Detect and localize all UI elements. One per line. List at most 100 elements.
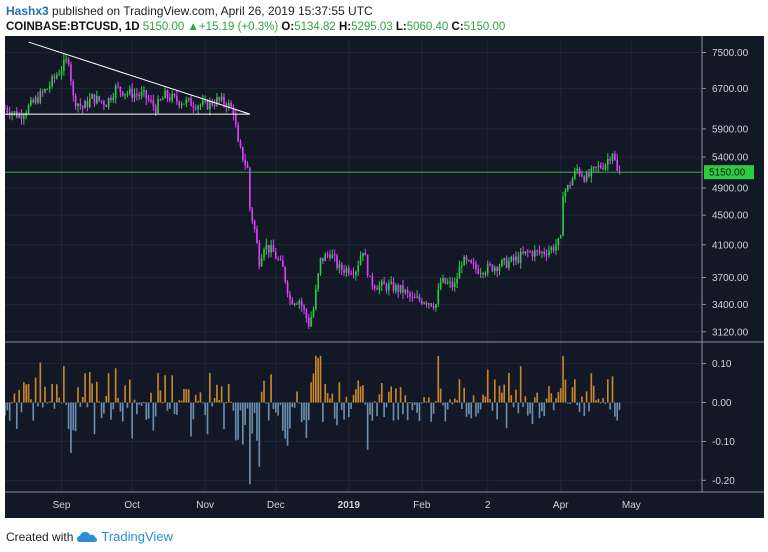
hist-bar-negative [385, 402, 388, 408]
candle-up [107, 97, 110, 108]
candle-down [616, 159, 619, 171]
candle-up [508, 261, 510, 268]
hist-bar-positive [463, 387, 465, 403]
hist-bar-negative [70, 402, 72, 454]
hist-bar-negative [267, 402, 270, 421]
candle-up [48, 85, 51, 89]
hist-bar-negative [249, 402, 251, 485]
candle-down [253, 220, 256, 229]
candle-down [618, 170, 621, 172]
candle-up [439, 281, 442, 290]
hist-bar-negative [74, 402, 77, 432]
candle-up [46, 88, 49, 90]
candle-up [114, 85, 117, 98]
osc-tick-label: -0.10 [712, 437, 735, 448]
candle-up [157, 99, 159, 114]
candle-up [468, 260, 470, 262]
candle-down [277, 258, 279, 260]
hist-bar-negative [289, 402, 291, 429]
hist-bar-negative [366, 402, 369, 450]
hist-bar-negative [517, 402, 520, 414]
hist-bar-negative [479, 402, 482, 410]
candle-up [576, 168, 579, 171]
hist-bar-positive [571, 387, 574, 403]
hist-bar-negative [46, 402, 49, 404]
author-link[interactable]: Hashx3 [6, 4, 49, 18]
hist-bar-negative [258, 402, 261, 467]
candle-down [86, 101, 89, 107]
hist-bar-positive [359, 386, 362, 403]
hist-bar-positive [357, 380, 360, 403]
candle-up [183, 103, 185, 105]
candle-up [571, 178, 574, 186]
price-tick-label: 4900.00 [712, 184, 749, 195]
hist-bar-negative [614, 402, 616, 417]
hist-bar-negative [131, 402, 133, 439]
hist-bar-negative [244, 402, 247, 425]
candle-up [606, 158, 609, 165]
candle-up [319, 257, 322, 274]
candle-up [220, 96, 223, 101]
candle-down [352, 273, 355, 275]
hist-bar-negative [173, 402, 176, 415]
candle-down [105, 105, 108, 108]
hist-bar-negative [383, 402, 385, 418]
hist-bar-negative [86, 402, 89, 408]
candle-down [192, 106, 195, 108]
hist-bar-negative [432, 402, 435, 414]
chart-svg[interactable]: 7500.00 6700.00 5900.00 5400.00 4900.00 4500.… [4, 36, 764, 518]
candle-down [373, 285, 376, 289]
hist-bar-positive [270, 374, 272, 403]
hist-bar-negative [256, 402, 258, 441]
high-value: 5295.03 [351, 21, 393, 33]
hist-bar-negative [15, 402, 18, 429]
candle-down [279, 259, 282, 261]
hist-bar-positive [599, 402, 602, 404]
hist-bar-negative [72, 402, 75, 431]
hist-bar-negative [470, 402, 473, 419]
candle-down [81, 105, 84, 109]
candle-up [362, 252, 364, 257]
hist-bar-positive [574, 379, 576, 403]
candle-up [209, 101, 211, 110]
hist-bar-positive [515, 389, 517, 403]
hist-bar-positive [30, 399, 32, 403]
time-tick-label: Nov [196, 500, 214, 511]
candle-down [251, 208, 254, 221]
candle-up [562, 196, 564, 236]
hist-bar-negative [465, 402, 468, 418]
price-tick-label: 3120.00 [712, 327, 749, 338]
hist-bar-negative [529, 402, 531, 414]
candle-up [30, 99, 32, 106]
tradingview-brand[interactable]: TradingView [101, 529, 173, 544]
candle-down [300, 300, 303, 307]
hist-bar-positive [428, 397, 430, 403]
hist-bar-positive [117, 397, 119, 403]
current-price-label: 5150.00 [709, 168, 746, 179]
descending-trendline [28, 41, 251, 115]
hist-bar-positive [559, 388, 562, 403]
hist-bar-positive [536, 392, 538, 403]
candle-down [218, 97, 221, 101]
candle-up [566, 185, 569, 190]
candle-up [503, 258, 506, 260]
candle-up [519, 251, 522, 263]
up-triangle-icon: ▲ [187, 21, 199, 33]
candle-up [533, 250, 536, 257]
candle-down [444, 278, 447, 284]
open-value: 5134.82 [294, 21, 336, 33]
hist-bar-negative [616, 402, 619, 421]
hist-bar-positive [611, 376, 614, 403]
candle-up [51, 76, 53, 86]
hist-bar-positive [39, 362, 42, 403]
candle-down [169, 97, 171, 101]
candle-down [154, 106, 157, 114]
time-tick-label: Sep [53, 500, 71, 511]
chart-area[interactable]: 7500.00 6700.00 5900.00 5400.00 4900.00 4500.… [4, 36, 764, 518]
candle-up [446, 282, 449, 284]
hist-bar-positive [180, 400, 183, 403]
candle-down [329, 254, 331, 259]
hist-bar-positive [91, 383, 93, 403]
candle-down [475, 263, 477, 270]
hist-bar-positive [51, 384, 53, 403]
